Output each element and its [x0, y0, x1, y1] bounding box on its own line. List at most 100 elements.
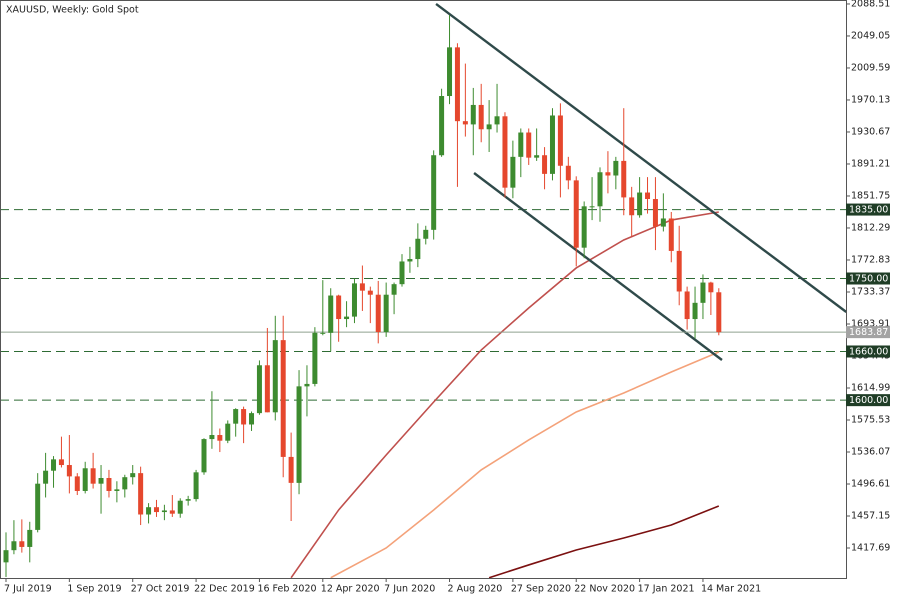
- candle-body: [138, 473, 144, 515]
- candle-body: [391, 284, 397, 295]
- y-tick-label: 1851.75: [851, 190, 890, 201]
- y-tick-label: 1693.91: [851, 318, 890, 329]
- y-tick-label: 1575.53: [851, 414, 890, 425]
- candle-body: [177, 500, 183, 514]
- x-tick-label: 12 Apr 2020: [321, 584, 380, 595]
- candle-body: [249, 413, 255, 425]
- candle-body: [66, 465, 72, 477]
- y-tick-label: 1614.99: [851, 382, 890, 393]
- x-tick-label: 16 Feb 2020: [257, 584, 316, 595]
- candle-body: [534, 155, 540, 158]
- candle-body: [35, 483, 41, 530]
- candle-body: [336, 295, 342, 320]
- candle-body: [328, 295, 334, 333]
- y-tick-label: 1812.29: [851, 222, 890, 233]
- level-tag: [846, 203, 890, 216]
- candle-body: [256, 365, 262, 414]
- trendline: [473, 172, 723, 361]
- plot-frame: [0, 0, 847, 579]
- candle-body: [217, 435, 223, 441]
- level-label: 1750.00: [849, 273, 888, 284]
- candle-body: [692, 302, 698, 320]
- candle-body: [82, 468, 88, 491]
- candle-body: [637, 192, 643, 216]
- candle-body: [605, 172, 611, 176]
- candle-body: [193, 472, 199, 500]
- plot-layer: [1, 3, 846, 578]
- candle-body: [565, 165, 571, 181]
- candle-body: [74, 476, 80, 491]
- candle-body: [478, 104, 484, 130]
- candle-body: [581, 206, 587, 248]
- y-tick-label: 2088.51: [851, 0, 890, 9]
- candle-body: [510, 156, 516, 188]
- moving-average: [290, 211, 719, 578]
- candle-body: [344, 316, 350, 320]
- candle-body: [684, 291, 690, 320]
- last-price-tag: [846, 326, 890, 339]
- level-tag: [846, 394, 890, 407]
- candle-body: [597, 172, 603, 207]
- candle-body: [264, 365, 270, 413]
- candle-body: [486, 124, 492, 130]
- moving-average: [330, 351, 720, 578]
- candle-body: [296, 386, 302, 483]
- candle-body: [272, 340, 278, 413]
- candle-body: [716, 292, 722, 333]
- candle-body: [209, 435, 215, 440]
- x-tick-label: 14 Mar 2021: [701, 584, 761, 595]
- level-tag: [846, 345, 890, 358]
- candle-body: [11, 541, 17, 551]
- candle-body: [320, 332, 326, 334]
- candle-body: [241, 409, 247, 425]
- candle-body: [146, 507, 152, 515]
- level-label: 1660.00: [849, 346, 888, 357]
- x-tick-label: 7 Jun 2020: [384, 584, 435, 595]
- candle-body: [201, 439, 207, 473]
- candle-body: [27, 529, 33, 547]
- level-label: 1835.00: [849, 205, 888, 216]
- candle-body: [375, 294, 381, 333]
- candle-body: [359, 283, 365, 291]
- candle-body: [304, 383, 310, 387]
- candle-body: [90, 468, 96, 484]
- candle-body: [589, 206, 595, 208]
- y-tick-label: 2049.05: [851, 30, 890, 41]
- candle-body: [708, 282, 714, 293]
- candle-body: [399, 261, 405, 285]
- candle-body: [470, 104, 476, 125]
- candle-body: [549, 115, 555, 174]
- candle-body: [383, 294, 389, 333]
- candle-body: [660, 218, 666, 227]
- x-tick-label: 1 Sep 2019: [67, 584, 121, 595]
- candle-body: [415, 238, 421, 260]
- candle-body: [225, 423, 231, 441]
- candle-body: [114, 489, 120, 491]
- y-tick-label: 1496.61: [851, 478, 890, 489]
- y-tick-label: 1891.21: [851, 158, 890, 169]
- trendline: [435, 3, 846, 313]
- chart-title: XAUUSD, Weekly: Gold Spot: [6, 5, 139, 16]
- y-tick-label: 1772.83: [851, 254, 890, 265]
- candle-body: [351, 283, 357, 317]
- candle-body: [233, 409, 239, 424]
- candle-body: [645, 192, 651, 200]
- candle-body: [312, 332, 318, 384]
- candle-body: [526, 132, 532, 158]
- level-tag: [846, 272, 890, 285]
- x-tick-label: 7 Jul 2019: [4, 584, 52, 595]
- candle-body: [58, 459, 64, 466]
- candle-body: [19, 541, 25, 547]
- candle-body: [652, 199, 658, 227]
- moving-average: [488, 505, 720, 578]
- last-price-label: 1683.87: [849, 327, 888, 338]
- y-tick-label: 1457.15: [851, 510, 890, 521]
- candle-body: [573, 180, 579, 248]
- x-tick-label: 27 Oct 2019: [131, 584, 190, 595]
- y-tick-label: 1733.37: [851, 286, 890, 297]
- candle-body: [98, 478, 104, 484]
- candle-body: [431, 155, 437, 230]
- candle-body: [130, 473, 136, 478]
